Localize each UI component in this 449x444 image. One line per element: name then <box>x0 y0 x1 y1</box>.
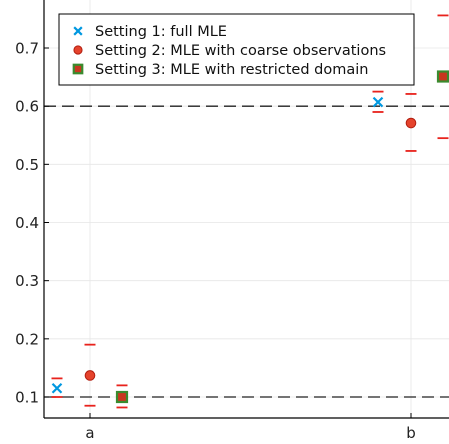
circle-marker <box>84 370 96 381</box>
y-tick-label: 0.5 <box>15 156 39 174</box>
legend-item: Setting 1: full MLE <box>73 24 227 40</box>
square-marker <box>436 70 449 83</box>
legend-label: Setting 2: MLE with coarse observations <box>95 43 386 59</box>
y-tick-label: 0.4 <box>15 214 39 232</box>
axes <box>43 0 449 419</box>
y-tick-label: 0.2 <box>15 330 39 348</box>
y-tick-label: 0.7 <box>15 40 39 58</box>
x-tick-label: b <box>406 424 416 442</box>
legend-label: Setting 3: MLE with restricted domain <box>95 62 368 78</box>
x-marker <box>73 26 83 36</box>
y-ticks: 0.1 0.2 0.3 0.4 0.5 0.6 0.7 <box>15 40 49 407</box>
circle-marker <box>405 117 417 129</box>
y-tick-label: 0.3 <box>15 272 39 290</box>
legend-item: Setting 2: MLE with coarse observations <box>73 43 386 59</box>
data-marks <box>51 14 449 409</box>
legend-box <box>58 13 415 86</box>
x-tick-label: a <box>85 424 94 442</box>
reference-lines <box>44 105 449 398</box>
x-marker <box>372 96 384 108</box>
square-marker <box>115 390 129 404</box>
y-tick-label: 0.6 <box>15 98 39 116</box>
y-tick-label: 0.1 <box>15 389 39 407</box>
x-marker <box>51 382 63 394</box>
legend-label: Setting 1: full MLE <box>95 24 227 40</box>
legend-item: Setting 3: MLE with restricted domain <box>72 62 368 78</box>
legend: Setting 1: full MLE Setting 2: MLE with c… <box>58 13 415 86</box>
circle-marker <box>73 45 83 55</box>
square-marker <box>72 63 84 75</box>
